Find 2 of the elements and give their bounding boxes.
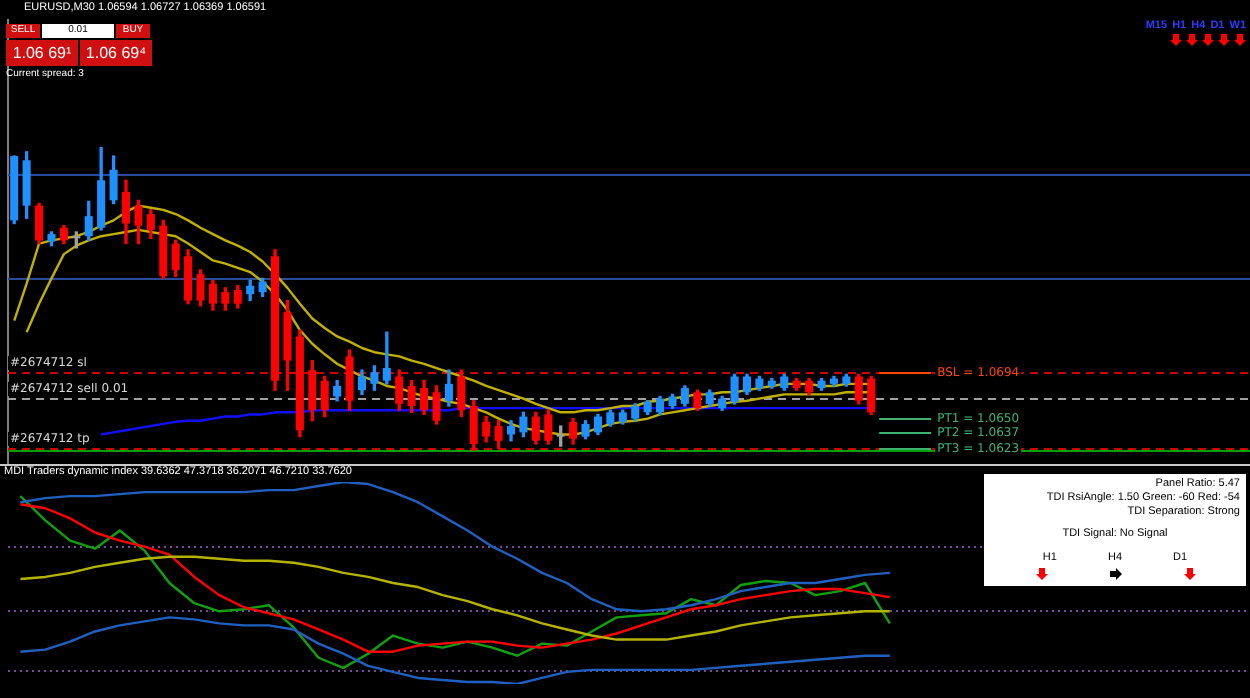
ask-price-box: 1.06 69⁴ [80,40,152,66]
bid-price-box: 1.06 69¹ [6,40,78,66]
